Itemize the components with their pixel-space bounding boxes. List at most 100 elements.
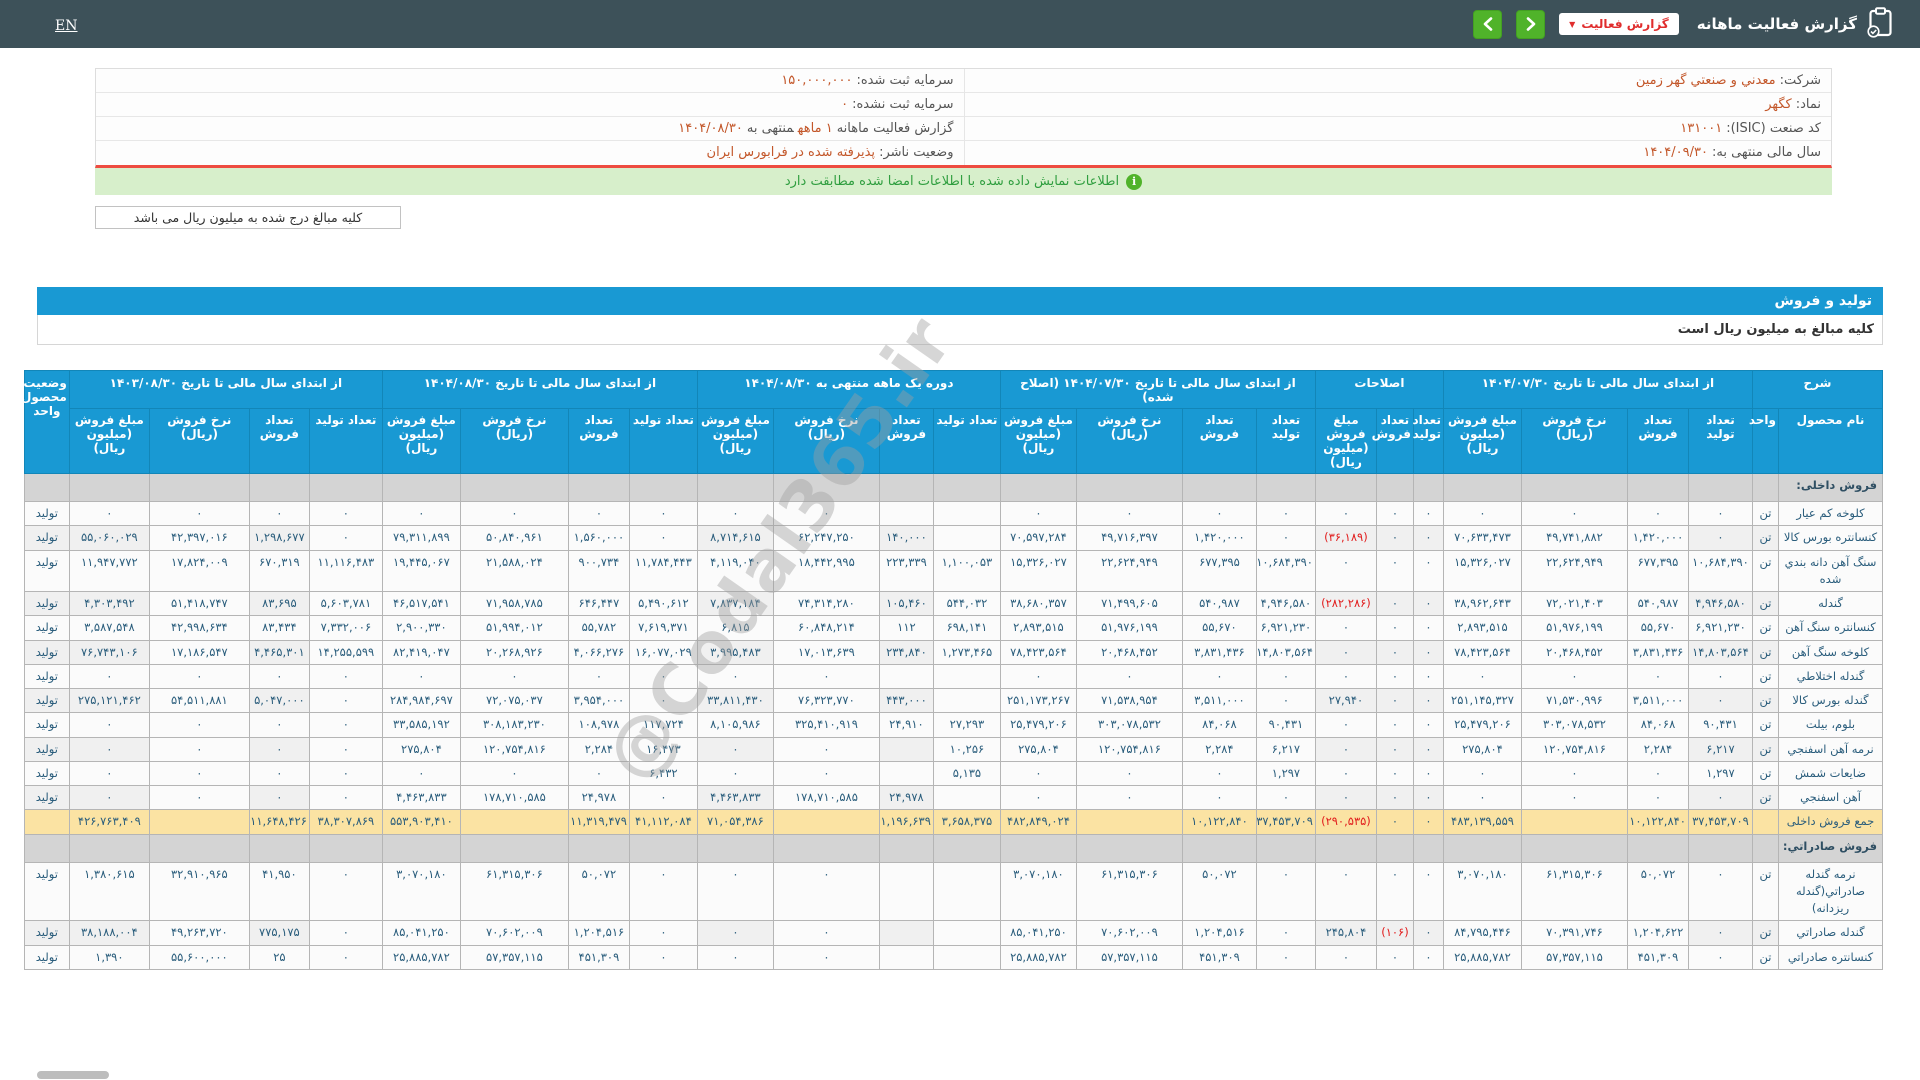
value-cell: ۰ (629, 921, 697, 945)
product-status-cell: تولید (24, 761, 69, 785)
value-cell: ۵۴۴,۰۳۲ (933, 592, 1000, 616)
value-cell: ۲۷,۲۹۳ (933, 713, 1000, 737)
value-cell: ۴۲,۳۹۷,۰۱۶ (149, 526, 249, 550)
section-title-bar: تولید و فروش (37, 287, 1883, 315)
value-cell: ۰ (460, 664, 568, 688)
value-cell: ۷,۸۳۷,۱۸۴ (697, 592, 773, 616)
value-cell: ۳,۸۳۱,۴۳۶ (1182, 640, 1256, 664)
value-cell: ۸۴,۷۹۵,۴۴۶ (1443, 921, 1521, 945)
horizontal-scrollbar-thumb[interactable] (37, 1071, 109, 1079)
value-cell: ۲۵۱,۱۷۳,۲۶۷ (1000, 689, 1076, 713)
value-cell: ۰ (1376, 640, 1413, 664)
info-label: سال مالی منتهی به: (1712, 145, 1821, 160)
unit-cell: تن (1752, 862, 1778, 921)
product-name-cell: جمع فروش داخلی (1779, 810, 1883, 834)
value-cell: ۴۱,۹۵۰ (249, 862, 309, 921)
value-cell (879, 761, 933, 785)
value-cell: ۲۴,۹۷۸ (568, 786, 629, 810)
company-info-row: وضعیت ناشر:پذیرفته شده در فرابورس ایران (96, 141, 964, 165)
topbar-title-group: گزارش فعالیت ماهانه گزارش فعالیت ▼ (1473, 7, 1894, 42)
value-cell: ۰ (149, 786, 249, 810)
product-name-cell: نرمه آهن اسفنجي (1779, 737, 1883, 761)
value-cell: ۳,۰۷۰,۱۸۰ (1000, 862, 1076, 921)
value-cell: ۰ (382, 664, 460, 688)
section-subtitle-bar: کلیه مبالغ به میلیون ریال است (37, 315, 1883, 345)
value-cell: ۵۴۰,۹۸۷ (1627, 592, 1688, 616)
value-cell: ۱۵,۳۲۶,۰۲۷ (1000, 550, 1076, 592)
value-cell: ۰ (249, 761, 309, 785)
table-cell (1182, 474, 1256, 502)
table-cell (773, 834, 879, 862)
value-cell: ۰ (1376, 664, 1413, 688)
value-cell: ۳۸,۳۰۷,۸۶۹ (309, 810, 382, 834)
value-cell: (۲۸۲,۲۸۶) (1315, 592, 1376, 616)
value-cell: ۳,۵۱۱,۰۰۰ (1182, 689, 1256, 713)
table-cell (879, 834, 933, 862)
value-cell: ۲۴۵,۸۰۴ (1315, 921, 1376, 945)
table-cell (1376, 474, 1413, 502)
value-cell: ۰ (1443, 761, 1521, 785)
table-cell (460, 474, 568, 502)
value-cell: ۶,۲۱۷ (1688, 737, 1752, 761)
value-cell: ۰ (249, 502, 309, 526)
value-cell: ۴۵۱,۳۰۹ (1627, 945, 1688, 969)
value-cell: ۱۴,۲۵۵,۵۹۹ (309, 640, 382, 664)
value-cell: ۶۴۶,۴۴۷ (568, 592, 629, 616)
product-name-cell: نرمه گندله صادراتي(گندله ریزدانه) (1779, 862, 1883, 921)
info-label: سرمایه ثبت شده: (856, 73, 953, 88)
value-cell: ۲,۲۸۴ (1182, 737, 1256, 761)
value-cell: ۰ (309, 761, 382, 785)
value-cell: ۳۲,۹۱۰,۹۶۵ (149, 862, 249, 921)
report-type-button[interactable]: گزارش فعالیت ▼ (1559, 13, 1679, 35)
table-row: ضایعات شمشتن۱,۲۹۷۰۰۰۰۰۰۱,۲۹۷۰۰۰۵,۱۳۵۰۰۶,… (24, 761, 1882, 785)
table-cell (24, 474, 69, 502)
value-cell: ۲,۲۸۴ (1627, 737, 1688, 761)
previous-report-button[interactable] (1473, 10, 1502, 39)
value-cell: ۰ (1376, 737, 1413, 761)
table-row: گندله اختلاطيتن۰۰۰۰۰۰۰۰۰۰۰۰۰۰۰۰۰۰۰۰۰تولی… (24, 664, 1882, 688)
value-cell: ۰ (697, 921, 773, 945)
unit-cell: تن (1752, 616, 1778, 640)
value-cell: ۰ (309, 945, 382, 969)
value-cell: ۱,۴۲۰,۰۰۰ (1627, 526, 1688, 550)
value-cell: ۰ (382, 761, 460, 785)
value-cell: ۰ (1256, 526, 1315, 550)
value-cell: ۳,۰۷۰,۱۸۰ (1443, 862, 1521, 921)
table-cell (69, 834, 149, 862)
value-cell: ۰ (149, 502, 249, 526)
language-switch-en[interactable]: EN (55, 18, 77, 34)
column-header: نرخ فروش (ریال) (1521, 409, 1627, 474)
value-cell: ۰ (1076, 664, 1182, 688)
amounts-unit-note: کلیه مبالغ درج شده به میلیون ریال می باش… (95, 206, 401, 229)
value-cell: ۸۳,۶۹۵ (249, 592, 309, 616)
value-cell: ۰ (697, 945, 773, 969)
value-cell: ۷,۶۱۹,۳۷۱ (629, 616, 697, 640)
value-cell: (۳۶,۱۸۹) (1315, 526, 1376, 550)
next-report-button[interactable] (1516, 10, 1545, 39)
value-cell: ۰ (1688, 502, 1752, 526)
production-sales-table-container: شرحاز ابتدای سال مالی تا تاریخ ۱۴۰۴/۰۷/۳… (37, 370, 1883, 970)
column-header: مبلغ فروش (میلیون ریال) (382, 409, 460, 474)
value-cell: ۲۵,۸۸۵,۷۸۲ (382, 945, 460, 969)
company-info-row: نماد:کگهر (965, 93, 1832, 117)
value-cell: ۰ (773, 862, 879, 921)
product-status-cell (24, 810, 69, 834)
value-cell: ۰ (1315, 550, 1376, 592)
value-cell: ۰ (309, 786, 382, 810)
table-cell (1443, 474, 1521, 502)
value-cell: ۸۴,۰۶۸ (1627, 713, 1688, 737)
negative-adjustment-value: (۲۸۲,۲۸۶) (1321, 596, 1371, 610)
value-cell: ۳۸,۶۸۰,۳۵۷ (1000, 592, 1076, 616)
value-cell: ۹۰,۴۳۱ (1256, 713, 1315, 737)
info-value: ۱ ماهه (798, 121, 833, 136)
value-cell: ۰ (1413, 761, 1443, 785)
value-cell: ۰ (1376, 761, 1413, 785)
value-cell: ۲۴,۹۱۰ (879, 713, 933, 737)
table-cell (1376, 834, 1413, 862)
value-cell: ۶۱,۳۱۵,۳۰۶ (460, 862, 568, 921)
value-cell: ۷۰,۶۳۳,۴۷۳ (1443, 526, 1521, 550)
value-cell: ۵,۴۹۰,۶۱۲ (629, 592, 697, 616)
value-cell: ۵۵,۶۰۰,۰۰۰ (149, 945, 249, 969)
value-cell: ۳,۵۸۷,۵۴۸ (69, 616, 149, 640)
negative-adjustment-value: (۱۰۶) (1381, 925, 1409, 939)
